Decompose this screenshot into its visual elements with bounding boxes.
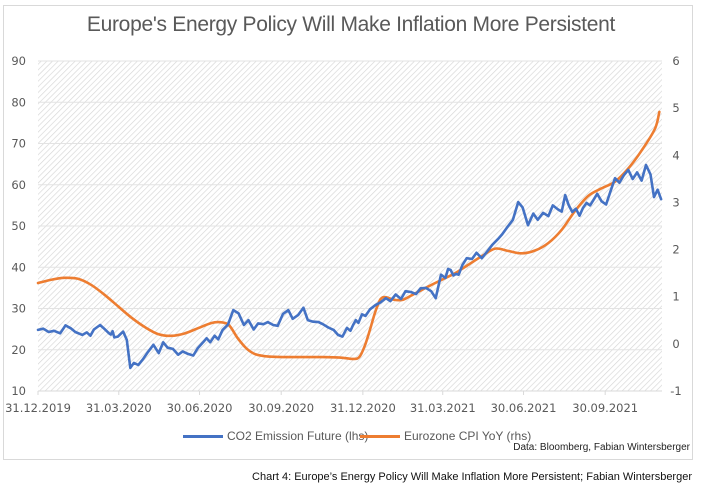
- y2-tick-label: -1: [670, 384, 681, 398]
- series-group: [36, 110, 663, 370]
- y-tick-label: 80: [11, 95, 26, 109]
- chart-title: Europe's Energy Policy Will Make Inflati…: [86, 13, 616, 36]
- y2-tick-label: 6: [672, 54, 679, 68]
- y-tick-label: 50: [11, 219, 26, 233]
- source-note: Data: Bloomberg, Fabian Wintersberger: [513, 442, 690, 453]
- legend-swatch-cpi: [360, 434, 400, 438]
- x-axis: 31.12.2019 31.03.2020 30.06.2020 30.09.2020…: [5, 390, 662, 415]
- x-tick-label: 30.09.2021: [572, 401, 638, 415]
- legend-label-cpi: Eurozone CPI YoY (rhs): [404, 429, 532, 443]
- y2-tick-label: 5: [672, 101, 679, 115]
- y2-tick-label: 1: [672, 290, 679, 304]
- series-line-cpi: [36, 110, 661, 361]
- y2-tick-label: 0: [672, 337, 679, 351]
- series-line-co2: [36, 163, 663, 370]
- x-tick-label: 31.03.2021: [410, 401, 476, 415]
- x-tick-label: 31.03.2020: [86, 401, 152, 415]
- legend-label-co2: CO2 Emission Future (lhs): [227, 429, 369, 443]
- legend-swatch-co2: [183, 434, 223, 438]
- y-tick-label: 10: [11, 384, 26, 398]
- x-tick-label: 30.06.2020: [167, 401, 233, 415]
- y-tick-label: 20: [11, 343, 26, 357]
- y-tick-label: 90: [11, 54, 26, 68]
- y-axis-left: 10 20 30 40 50 60 70 80 90: [11, 54, 26, 398]
- x-tick-label: 30.06.2021: [491, 401, 557, 415]
- x-tick-label: 30.09.2020: [248, 401, 314, 415]
- y-tick-label: 40: [11, 260, 26, 274]
- x-tick-label: 31.12.2019: [5, 401, 71, 415]
- y2-tick-label: 2: [672, 243, 679, 257]
- y-tick-label: 60: [11, 178, 26, 192]
- y2-tick-label: 4: [672, 148, 679, 162]
- legend-item-cpi: Eurozone CPI YoY (rhs): [360, 429, 531, 443]
- y-tick-label: 70: [11, 137, 26, 151]
- figure-caption: Chart 4: Europe’s Energy Policy Will Mak…: [252, 471, 692, 483]
- legend-item-co2: CO2 Emission Future (lhs): [183, 429, 368, 443]
- y2-tick-label: 3: [672, 195, 679, 209]
- x-tick-label: 31.12.2020: [330, 401, 396, 415]
- y-axis-right: -1 0 1 2 3 4 5 6: [670, 54, 681, 398]
- y-tick-label: 30: [11, 302, 26, 316]
